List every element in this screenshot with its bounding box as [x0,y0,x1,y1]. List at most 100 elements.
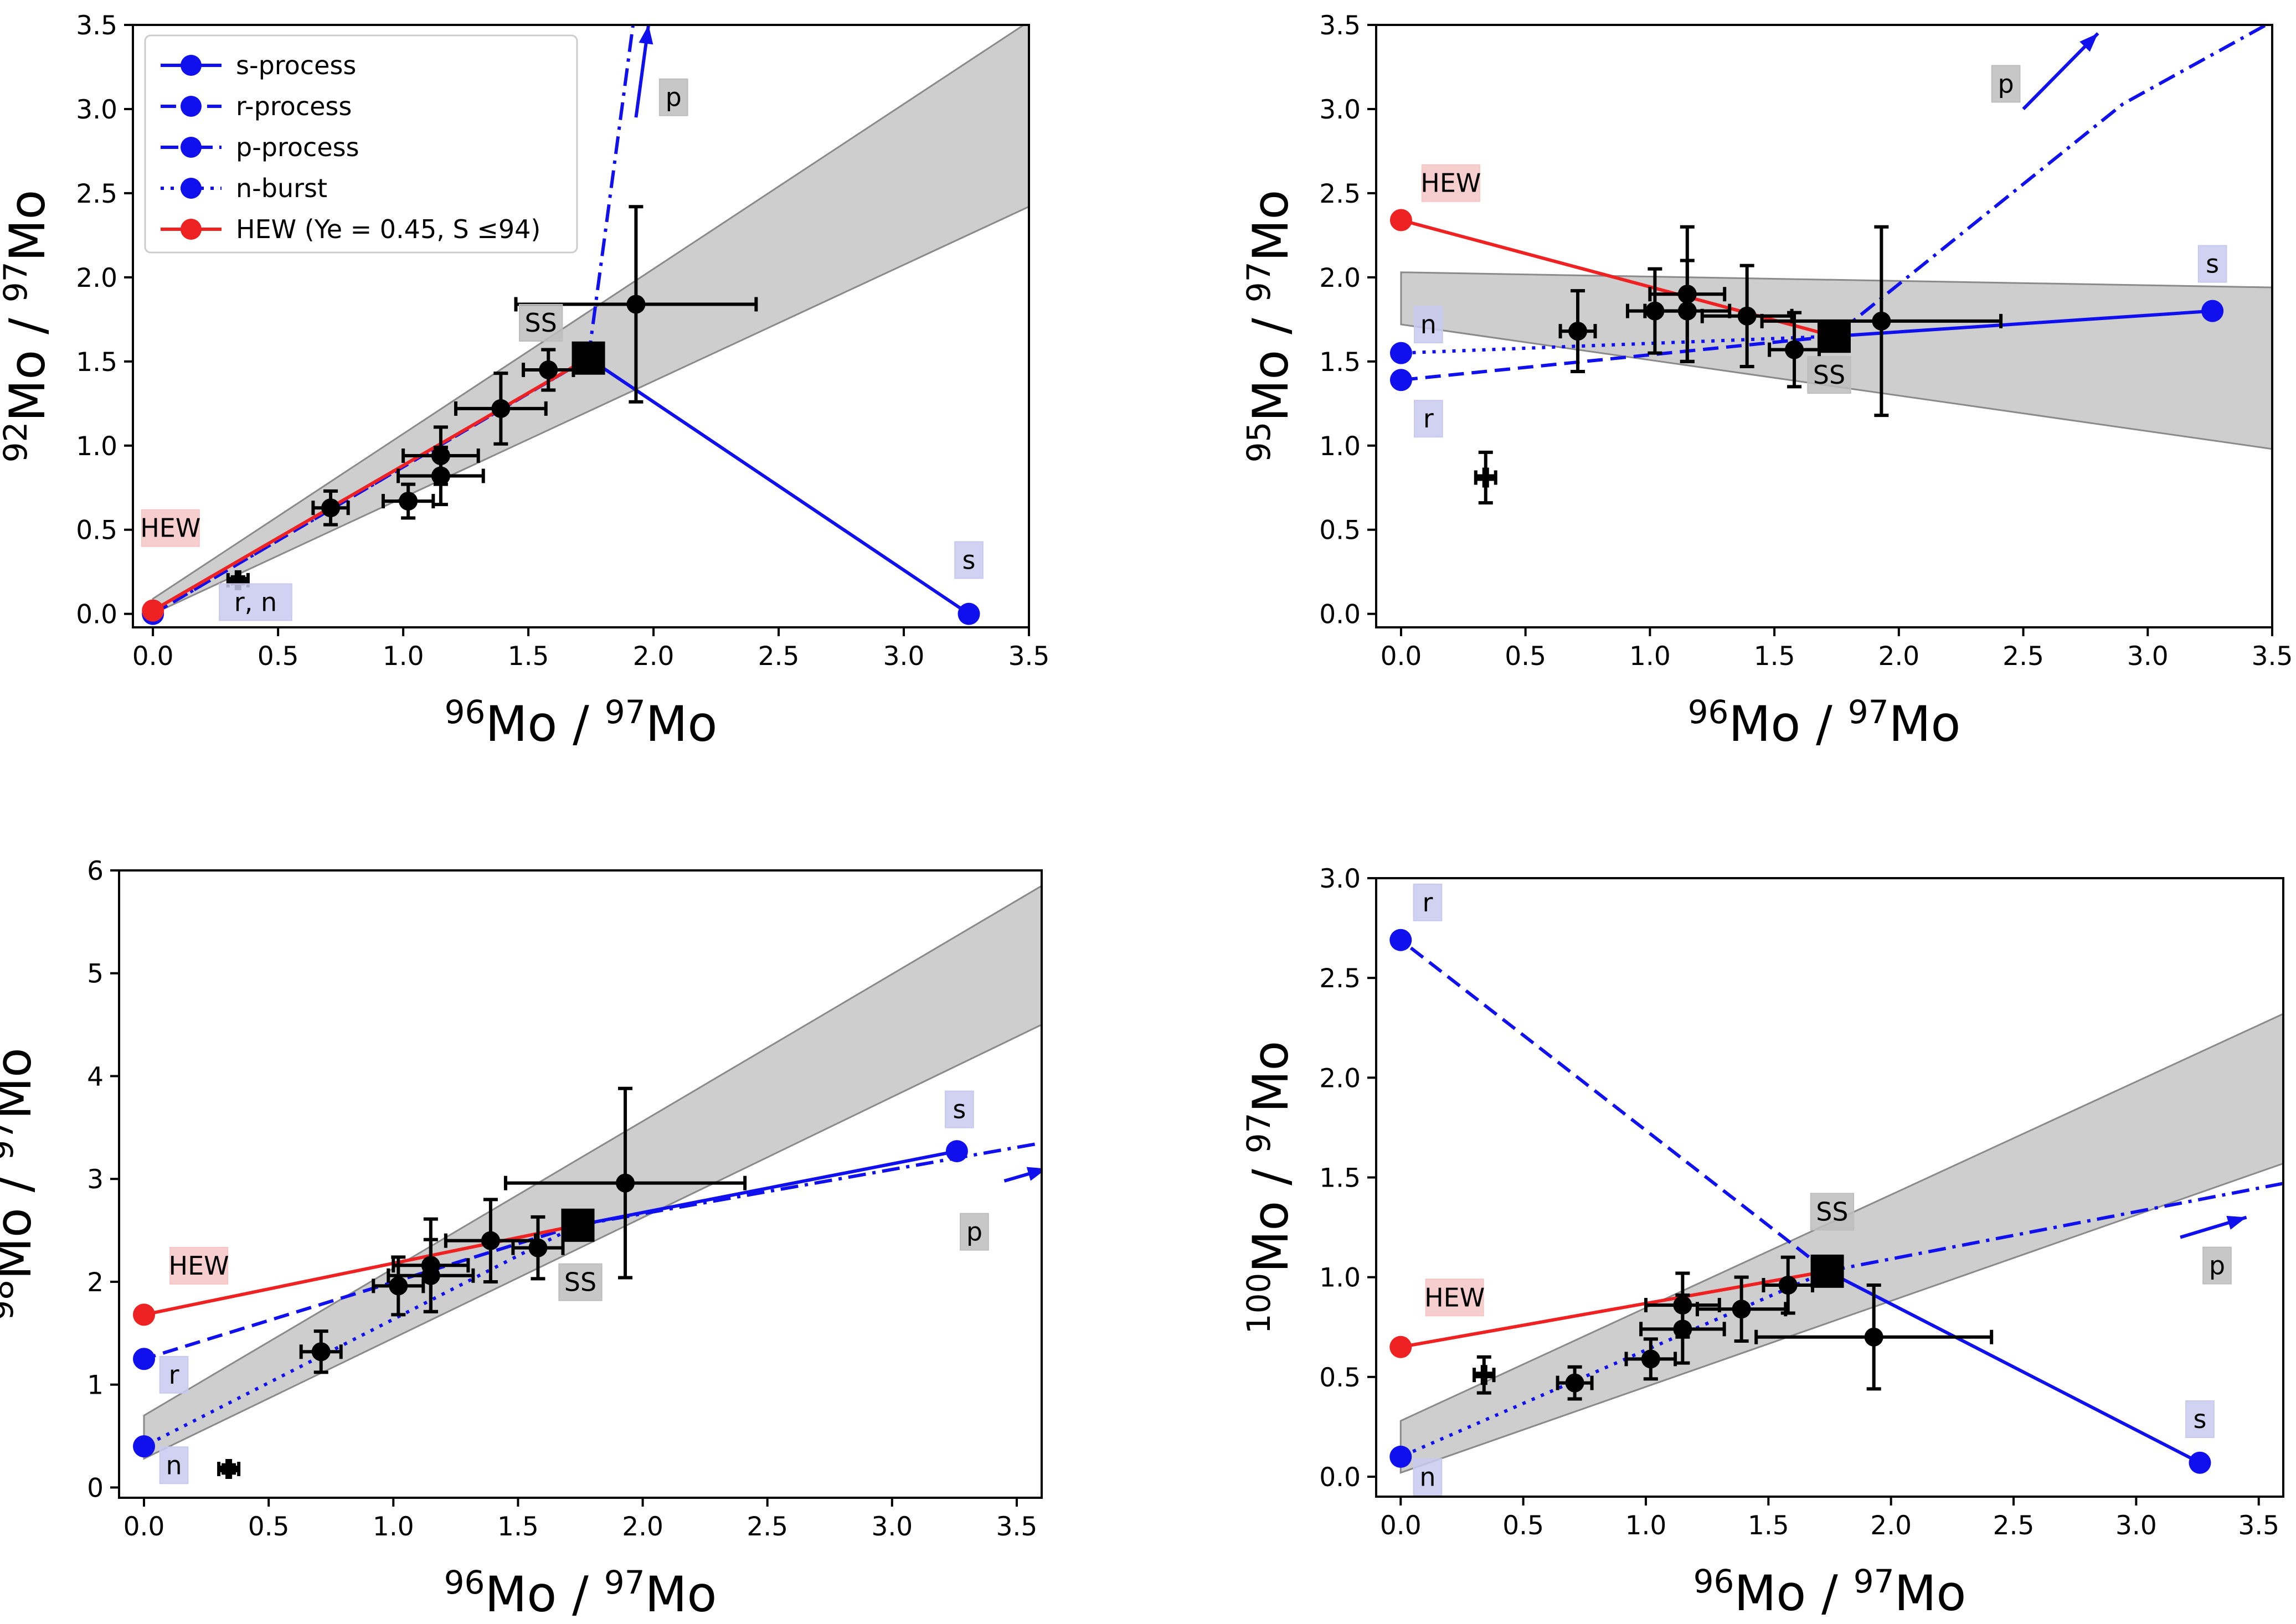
y-tick-label: 0.5 [76,515,117,546]
data-point [399,492,418,511]
y-tick-label: 2.0 [1319,263,1361,293]
x-axis-label: 96Mo / 97Mo [1693,1563,1966,1622]
annotation-label: p [966,1217,982,1247]
x-tick-label: 2.5 [1993,1510,2035,1541]
p-process-arrow-head [2226,1215,2247,1230]
y-tick-label: 0.0 [76,600,117,630]
data-point-plus [1474,1365,1494,1385]
annotation-box [558,1263,603,1301]
mixing-line-n-burst [1401,334,1835,355]
annotation-box [1425,1278,1484,1317]
mixing-line-p-process [1827,1182,2283,1273]
legend-item-label: n-burst [236,173,327,203]
y-tick-label: 1.0 [1319,431,1361,462]
plot-area [133,885,1042,1479]
annotation-label: n [166,1450,182,1480]
plot-area [1389,25,2272,505]
x-tick-label: 2.5 [2002,641,2044,672]
plot-area [142,25,1029,625]
annotation-label: HEW [1424,1282,1485,1312]
x-tick-label: 3.0 [2115,1510,2157,1541]
y-tick-label: 2.0 [1319,1063,1361,1094]
annotation-label: SS [1813,360,1845,390]
y-tick-label: 3.0 [76,95,117,125]
solar-system-marker [1817,319,1851,353]
annotation-box [2185,1400,2215,1439]
x-tick-label: 2.5 [747,1512,788,1542]
x-axis-label-part: Mo / [1734,1565,1853,1622]
x-axis-label-part: 97 [1848,693,1889,731]
x-tick-label: 0.0 [1381,641,1422,672]
data-point [539,360,558,380]
x-tick-label: 2.0 [1878,641,1919,672]
plot-area [1389,929,2283,1474]
annotation-box [2202,1246,2232,1285]
data-point [1785,340,1804,359]
x-axis-label-part: 96 [1688,693,1729,731]
x-axis-label-part: 96 [1693,1563,1734,1600]
annotation-label: HEW [1420,168,1481,198]
annotation-label: n [1419,1462,1435,1492]
y-tick-label: 2.5 [1319,179,1361,209]
y-axis-label-part: 92 [0,422,34,463]
annotation-box [945,1090,974,1128]
annotation-label: HEW [169,1251,229,1281]
data-point [389,1276,408,1296]
mixing-line-hew [1400,1269,1828,1349]
y-tick-label: 3 [87,1164,104,1195]
x-axis-label-part: Mo / [1728,695,1847,752]
x-tick-label: 0.0 [123,1512,165,1542]
endpoint-n-burst [133,1435,156,1458]
annotation-box [960,1213,989,1251]
legend: s-process r-process p-process n-burst HEW (Y… [144,34,578,254]
annotation-label: s [953,1095,966,1125]
endpoint-s-process [945,1140,968,1163]
x-tick-label: 2.0 [1870,1510,1912,1541]
data-point [1673,1319,1692,1339]
y-axis-label: 100Mo / 97Mo [1240,1041,1299,1334]
endpoint-hew [1389,1336,1412,1358]
p-process-arrow-head [1026,1167,1042,1181]
annotation-label: p [2209,1251,2225,1281]
y-axis-label: 98Mo / 97Mo [0,1048,42,1321]
x-tick-label: 0.0 [1380,1510,1422,1541]
y-tick-label: 2 [87,1267,104,1298]
y-tick-label: 2.5 [1319,963,1361,994]
annotation-box [1413,883,1443,921]
annotation-box [1414,306,1443,343]
y-tick-label: 2.0 [76,263,117,293]
x-tick-label: 3.5 [996,1512,1038,1542]
annotation-label: n [1420,310,1437,339]
annotation-box [519,303,563,342]
mixing-line-hew [152,357,590,612]
y-tick-label: 3.5 [1319,11,1361,41]
y-tick-label: 0 [87,1473,104,1503]
mixing-line-r-process [1401,334,1835,382]
x-axis-label-part: 96 [444,1564,485,1601]
annotation-box [1807,356,1851,394]
y-tick-label: 1 [87,1370,104,1401]
chart-top-right: HEW n r SS s p 0.0 0.5 1.0 1.5 2.0 2.5 3.0 3.5 0.0 0.5 1… [1240,11,2293,752]
y-tick-label: 0.5 [1319,1363,1361,1393]
annotation-box [658,78,688,116]
data-point [626,295,646,314]
x-tick-label: 2.0 [622,1512,663,1542]
x-axis-label-part: Mo [1889,695,1961,752]
y-axis-label-part: Mo [0,1048,42,1120]
plot-frame [118,869,1043,1499]
y-axis-label: 95Mo / 97Mo [1240,190,1299,463]
annotation-box [1991,65,2021,103]
annotation-label: s [2206,249,2219,279]
y-tick-label: 4 [87,1061,104,1092]
annotation-label: p [1998,69,2014,99]
solar-system-marker [572,341,605,375]
y-tick-label: 0.5 [1319,515,1361,546]
data-point [616,1173,635,1193]
x-axis-label: 96Mo / 97Mo [445,693,718,752]
data-point [1872,311,1891,331]
y-axis-label-part: Mo / [1242,1153,1299,1272]
plot-frame [1375,877,2284,1498]
data-point [481,1231,500,1250]
endpoint-hew [133,1303,156,1326]
x-axis-label-part: 97 [604,1564,645,1601]
